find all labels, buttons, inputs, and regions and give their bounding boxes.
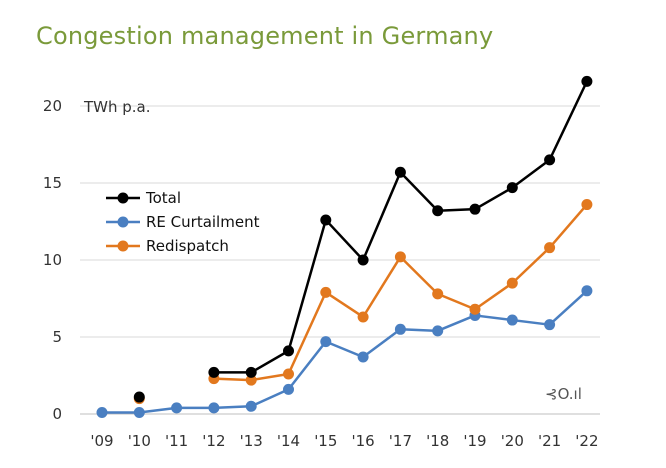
data-point [581, 285, 593, 297]
y-tick-label: 10 [43, 251, 62, 269]
data-point [506, 314, 518, 326]
data-point [171, 402, 183, 414]
data-point [245, 400, 257, 412]
y-axis-ticks: 0 5 10 15 20 [43, 97, 62, 423]
data-point [357, 351, 369, 363]
data-point [357, 311, 369, 323]
series-redispatch [133, 199, 593, 405]
legend-label: Redispatch [146, 237, 229, 255]
data-point [432, 288, 444, 300]
chart-title: Congestion management in Germany [36, 22, 494, 50]
data-point [320, 214, 332, 226]
data-point [581, 199, 593, 211]
data-point [544, 154, 556, 166]
data-point [133, 406, 145, 418]
x-tick-label: '10 [128, 432, 151, 450]
data-point [506, 182, 518, 194]
x-tick-label: '22 [575, 432, 598, 450]
y-tick-label: 20 [43, 97, 62, 115]
data-point [320, 286, 332, 298]
data-point [283, 383, 294, 395]
x-tick-label: '17 [389, 432, 412, 450]
brand-logo: ⊰O.ıl [545, 385, 582, 403]
x-tick-label: '09 [90, 432, 113, 450]
x-tick-label: '16 [351, 432, 374, 450]
x-tick-label: '13 [240, 432, 263, 450]
data-point [544, 242, 556, 254]
x-tick-label: '14 [277, 432, 300, 450]
data-point [283, 345, 294, 357]
data-point [469, 303, 481, 315]
data-point [208, 402, 220, 414]
series-total [133, 75, 593, 403]
data-point [133, 391, 145, 403]
data-point [469, 203, 481, 215]
data-point [320, 336, 332, 348]
legend-marker [117, 216, 129, 228]
x-tick-label: '21 [538, 432, 561, 450]
legend: Total RE Curtailment Redispatch [106, 189, 260, 255]
data-point [506, 277, 518, 289]
y-tick-label: 5 [52, 328, 62, 346]
x-axis-ticks: '09 '10 '11 '12 '13 '14 '15 '16 '17 '18 '19 '20 '21 '… [90, 432, 598, 450]
gridlines [80, 105, 600, 415]
series-re-curtailment [96, 285, 593, 418]
data-point [208, 366, 220, 378]
data-point [544, 319, 556, 331]
data-point [357, 254, 369, 266]
legend-marker [117, 192, 129, 204]
x-tick-label: '15 [314, 432, 337, 450]
series-group [96, 75, 593, 418]
data-point [245, 366, 257, 378]
legend-label: Total [145, 189, 181, 207]
data-point [245, 374, 257, 386]
y-tick-label: 0 [52, 405, 62, 423]
x-tick-label: '18 [426, 432, 449, 450]
series-line [213, 203, 588, 382]
x-tick-label: '11 [165, 432, 188, 450]
x-tick-label: '19 [463, 432, 486, 450]
data-point [432, 205, 444, 217]
data-point [394, 323, 406, 335]
x-tick-label: '12 [202, 432, 225, 450]
y-tick-label: 15 [43, 174, 62, 192]
data-point [581, 75, 593, 87]
data-point [432, 325, 444, 337]
data-point [394, 251, 406, 263]
y-axis-unit-label: TWh p.a. [83, 98, 151, 116]
data-point [96, 406, 108, 418]
legend-marker [117, 240, 129, 252]
series-line [102, 289, 588, 414]
data-point [394, 166, 406, 178]
data-point [283, 368, 294, 380]
x-tick-label: '20 [501, 432, 524, 450]
legend-label: RE Curtailment [146, 213, 260, 231]
